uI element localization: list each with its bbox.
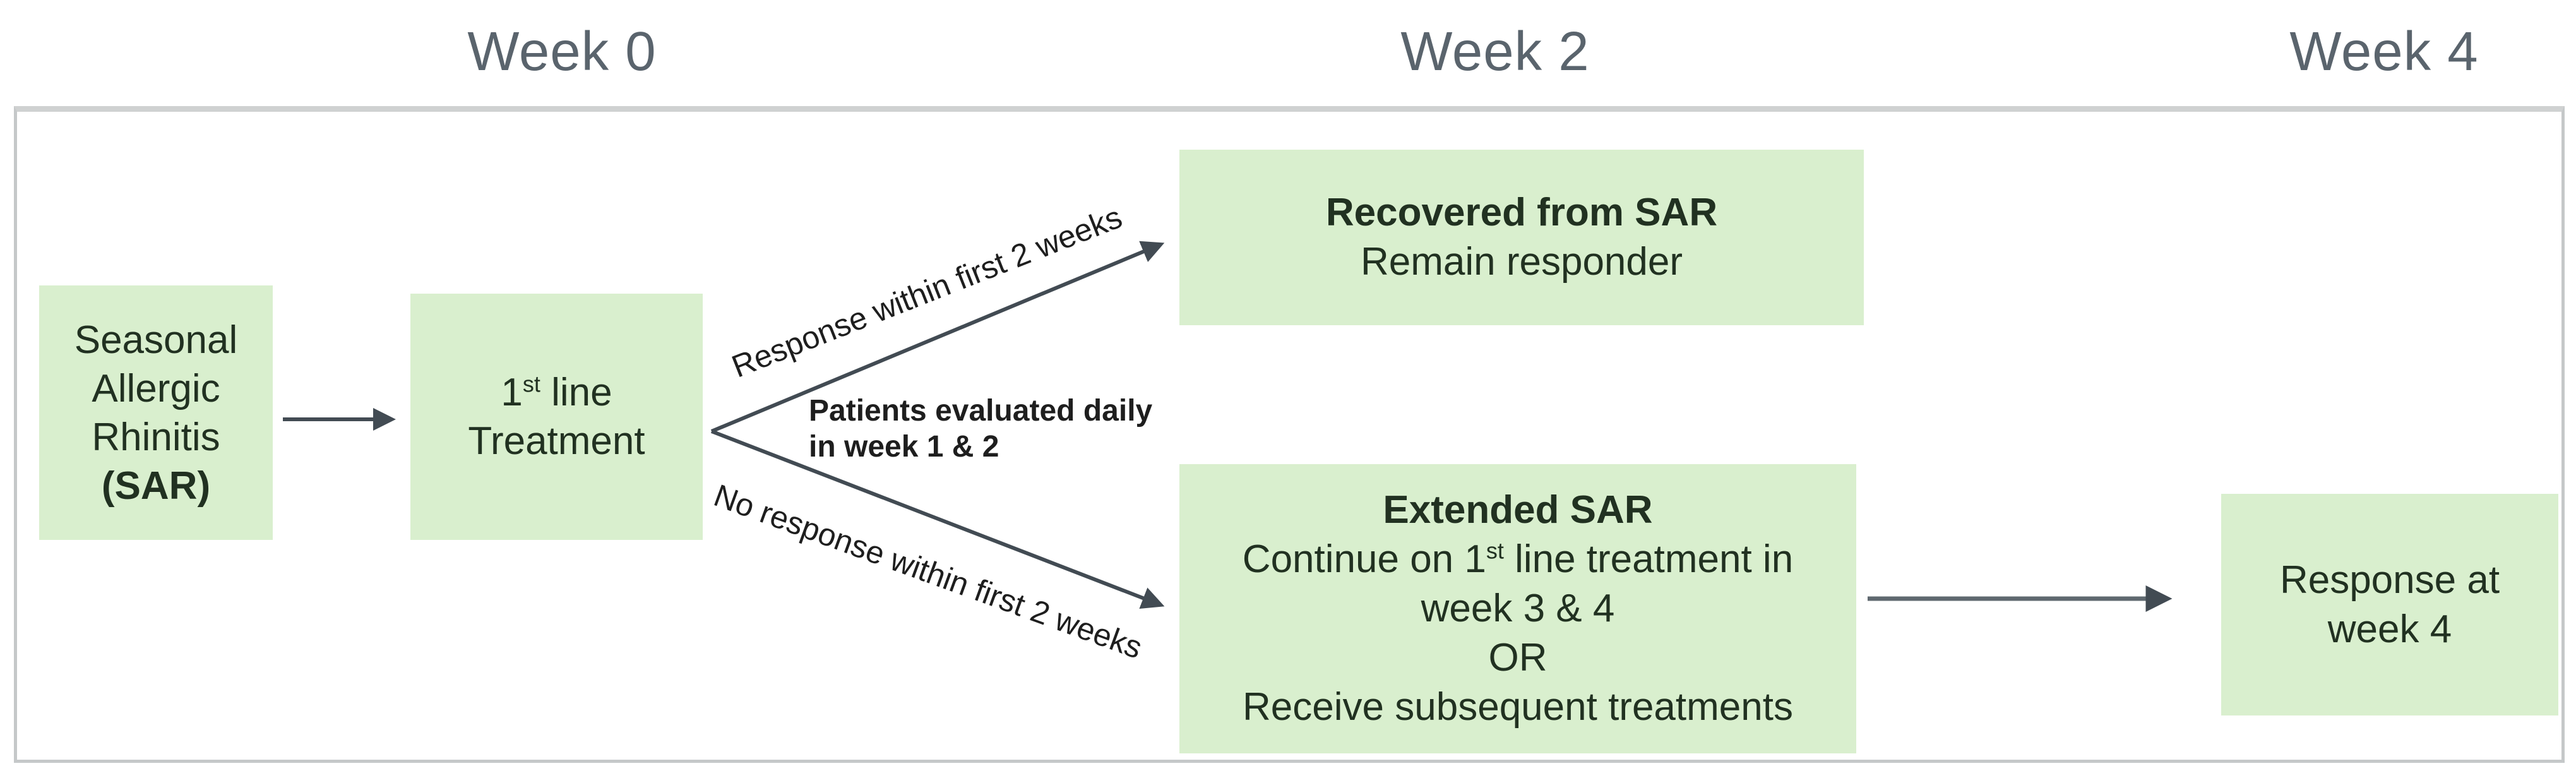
node-sar-line4: (SAR) xyxy=(101,464,211,508)
timeline-week2-header: Week 2 xyxy=(1400,21,1590,82)
label-evaluated-line2: in week 1 & 2 xyxy=(809,430,999,464)
node-first-line-treatment: 1st line Treatment xyxy=(410,294,703,540)
node-sar-line3: Rhinitis xyxy=(92,415,220,459)
node-response-at-week4: Response at week 4 xyxy=(2221,494,2558,715)
node-firstline-line1: 1st line xyxy=(410,368,703,417)
node-extended-line5: Receive subsequent treatments xyxy=(1243,685,1793,729)
label-patients-evaluated-daily: Patients evaluated daily in week 1 & 2 xyxy=(809,393,1152,465)
firstline-ordinal: st xyxy=(522,371,540,397)
node-extended-line4: OR xyxy=(1488,636,1547,679)
node-sar-line2: Allergic xyxy=(92,366,220,410)
firstline-number: 1 xyxy=(501,371,523,414)
extended-line2-pre: Continue on 1 xyxy=(1242,537,1486,581)
node-recovered-line1: Recovered from SAR xyxy=(1325,191,1718,234)
node-recovered-line2: Remain responder xyxy=(1360,240,1683,284)
timeline-week4-header: Week 4 xyxy=(2289,21,2479,82)
node-extended-sar: Extended SAR Continue on 1st line treatm… xyxy=(1179,464,1856,753)
extended-line2-ordinal: st xyxy=(1486,537,1504,564)
extended-line2-post: line treatment in xyxy=(1503,537,1794,581)
node-extended-line3: week 3 & 4 xyxy=(1421,587,1615,630)
node-extended-line2: Continue on 1st line treatment in xyxy=(1179,535,1856,584)
firstline-word: line xyxy=(540,371,612,414)
node-firstline-line2: Treatment xyxy=(468,419,645,463)
label-evaluated-line1: Patients evaluated daily xyxy=(809,394,1153,428)
node-extended-line1: Extended SAR xyxy=(1383,488,1653,532)
timeline-week0-header: Week 0 xyxy=(467,21,657,82)
diagram-frame xyxy=(14,106,2565,763)
node-response-line2: week 4 xyxy=(2327,607,2452,651)
node-seasonal-allergic-rhinitis: Seasonal Allergic Rhinitis (SAR) xyxy=(39,285,273,540)
node-recovered-from-sar: Recovered from SAR Remain responder xyxy=(1179,150,1864,325)
node-response-line1: Response at xyxy=(2279,558,2500,602)
node-sar-line1: Seasonal xyxy=(74,318,238,362)
